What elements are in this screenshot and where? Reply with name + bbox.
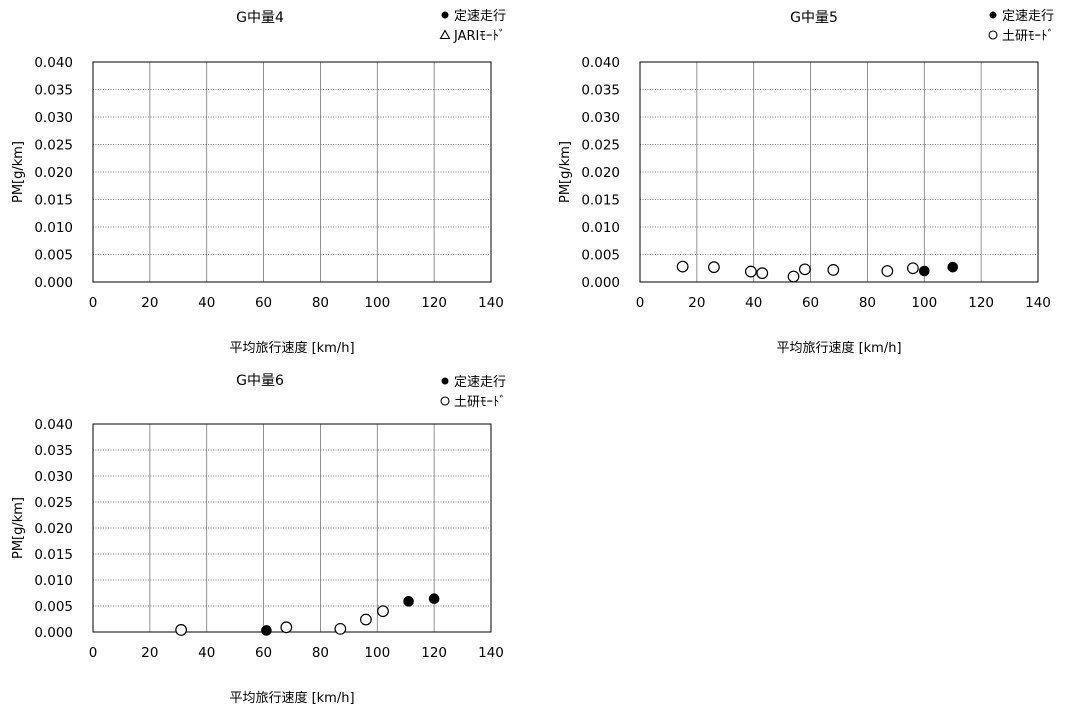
legend-marker-open-triangle [439,29,451,40]
y-tick-label: 0.035 [34,83,73,99]
y-tick-label: 0.030 [581,110,620,126]
x-tick-label: 40 [198,295,215,311]
x-tick-label: 140 [478,645,504,661]
x-axis-label: 平均旅行速度 [km/h] [229,340,354,356]
data-point-open [787,270,800,283]
y-tick-label: 0.020 [581,165,620,181]
y-tick-label: 0.000 [34,625,73,641]
y-tick-label: 0.035 [581,83,620,99]
legend-label: 土研ﾓｰﾄﾞ [1002,29,1054,44]
x-tick-label: 120 [968,295,994,311]
data-point-filled [428,593,440,605]
chart-title: G中量4 [236,10,284,26]
data-point-filled [261,625,272,636]
x-tick-label: 140 [1025,295,1051,311]
chart-panel-2: G中量5 0.000 0.005 0.010 0.015 0.020 0.025 0.030 0… [558,9,1054,356]
x-tick-label: 140 [478,295,504,311]
y-tick-label: 0.020 [34,165,73,181]
y-tick-label: 0.030 [34,469,73,485]
x-axis-label: 平均旅行速度 [km/h] [229,690,354,706]
x-tick-label: 80 [312,645,329,661]
data-point-open [744,265,757,278]
y-tick-label: 0.005 [581,248,620,264]
x-tick-label: 100 [364,295,390,311]
x-tick-label: 0 [89,295,98,311]
chart-panel-1: G中量4 0.000 0.005 0.010 0.015 0.020 0.025 0.030 0… [11,9,506,356]
y-tick-label: 0.040 [581,55,620,71]
y-tick-label: 0.010 [581,220,620,236]
legend-marker-filled-circle [989,11,997,19]
y-tick-label: 0.040 [34,55,73,71]
y-axis-label: PM[g/km] [558,141,573,203]
legend-label: 定速走行 [454,375,506,390]
data-point-open [377,605,389,618]
y-tick-label: 0.035 [34,443,73,459]
plot-area-frame [639,61,1039,283]
data-point-open [756,267,769,280]
y-tick-label: 0.015 [34,193,73,209]
data-point-open [175,624,188,636]
x-tick-label: 80 [312,295,329,311]
y-axis-label: PM[g/km] [11,497,26,559]
data-point-open [334,622,347,635]
legend-label: JARIﾓｰﾄﾞ [453,29,505,44]
data-point-open [280,621,293,634]
chart-panel-3: G中量6 0.000 0.005 0.010 0.015 0.020 0.025 0.030 0… [11,373,506,706]
x-tick-label: 60 [802,295,819,311]
legend-marker-filled-circle [441,11,449,19]
chart-title: G中量6 [236,373,284,389]
data-point-open [907,262,919,275]
y-tick-label: 0.010 [34,220,73,236]
x-tick-label: 100 [364,645,390,661]
x-tick-label: 60 [255,645,272,661]
y-tick-label: 0.025 [34,138,73,154]
data-point-open [360,613,372,626]
legend-label: 土研ﾓｰﾄﾞ [454,395,506,410]
y-tick-label: 0.025 [581,138,620,154]
x-tick-label: 20 [141,295,158,311]
y-tick-label: 0.000 [34,275,73,291]
x-tick-label: 120 [421,295,447,311]
x-tick-label: 20 [141,645,158,661]
data-point-open [881,265,894,277]
y-tick-label: 0.030 [34,110,73,126]
y-tick-label: 0.040 [34,417,73,433]
y-tick-label: 0.015 [581,193,620,209]
x-tick-label: 20 [688,295,705,311]
x-tick-label: 60 [255,295,272,311]
data-point-open [676,260,689,273]
y-tick-label: 0.005 [34,248,73,264]
x-tick-label: 80 [859,295,876,311]
y-axis-label: PM[g/km] [11,141,26,203]
x-tick-label: 120 [421,645,447,661]
legend-label: 定速走行 [454,9,506,24]
legend-marker-filled-circle [441,377,449,385]
plot-area-frame [92,423,492,633]
y-tick-label: 0.025 [34,495,73,511]
x-tick-label: 40 [745,295,762,311]
data-point-open [798,263,811,276]
y-tick-label: 0.015 [34,547,73,563]
chart-title: G中量5 [790,10,838,26]
x-tick-label: 0 [636,295,645,311]
x-tick-label: 40 [198,645,215,661]
y-tick-label: 0.005 [34,599,73,615]
legend-marker-open-circle [988,30,998,40]
x-axis-label: 平均旅行速度 [km/h] [776,340,901,356]
data-point-open [827,264,840,276]
y-tick-label: 0.010 [34,573,73,589]
data-point-filled [918,265,930,277]
data-point-filled [947,261,959,273]
legend-label: 定速走行 [1002,9,1054,24]
x-tick-label: 100 [911,295,937,311]
legend-marker-open-circle [440,396,450,406]
y-tick-label: 0.020 [34,521,73,537]
plot-area-frame [92,61,492,283]
x-tick-label: 0 [89,645,98,661]
data-point-open [708,261,720,274]
data-point-filled [403,596,414,607]
y-tick-label: 0.000 [581,275,620,291]
